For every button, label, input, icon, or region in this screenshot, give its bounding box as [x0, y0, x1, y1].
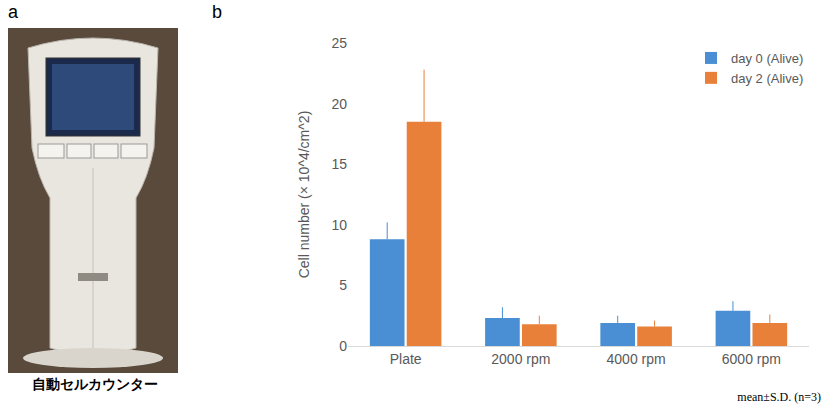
html-text:mean±S.D. (n=3): mean±S.D. (n=3) — [737, 390, 821, 404]
svg-text:6000 rpm: 6000 rpm — [722, 351, 781, 367]
svg-text:4000 rpm: 4000 rpm — [607, 351, 666, 367]
svg-text:20: 20 — [331, 96, 347, 112]
html-text:a: a — [8, 2, 18, 22]
svg-text:2000 rpm: 2000 rpm — [491, 351, 550, 367]
svg-text:5: 5 — [339, 277, 347, 293]
svg-text:day 0 (Alive): day 0 (Alive) — [731, 51, 803, 66]
svg-text:Cell number (× 10^4/cm^2): Cell number (× 10^4/cm^2) — [296, 111, 312, 279]
svg-text:10: 10 — [331, 217, 347, 233]
html-text:自動セルカウンター: 自動セルカウンター — [32, 376, 158, 392]
svg-text:Plate: Plate — [390, 351, 422, 367]
svg-text:day 2 (Alive): day 2 (Alive) — [731, 71, 803, 86]
svg-text:25: 25 — [331, 35, 347, 51]
html-text:b: b — [212, 2, 222, 22]
svg-text:15: 15 — [331, 156, 347, 172]
svg-text:0: 0 — [339, 338, 347, 354]
